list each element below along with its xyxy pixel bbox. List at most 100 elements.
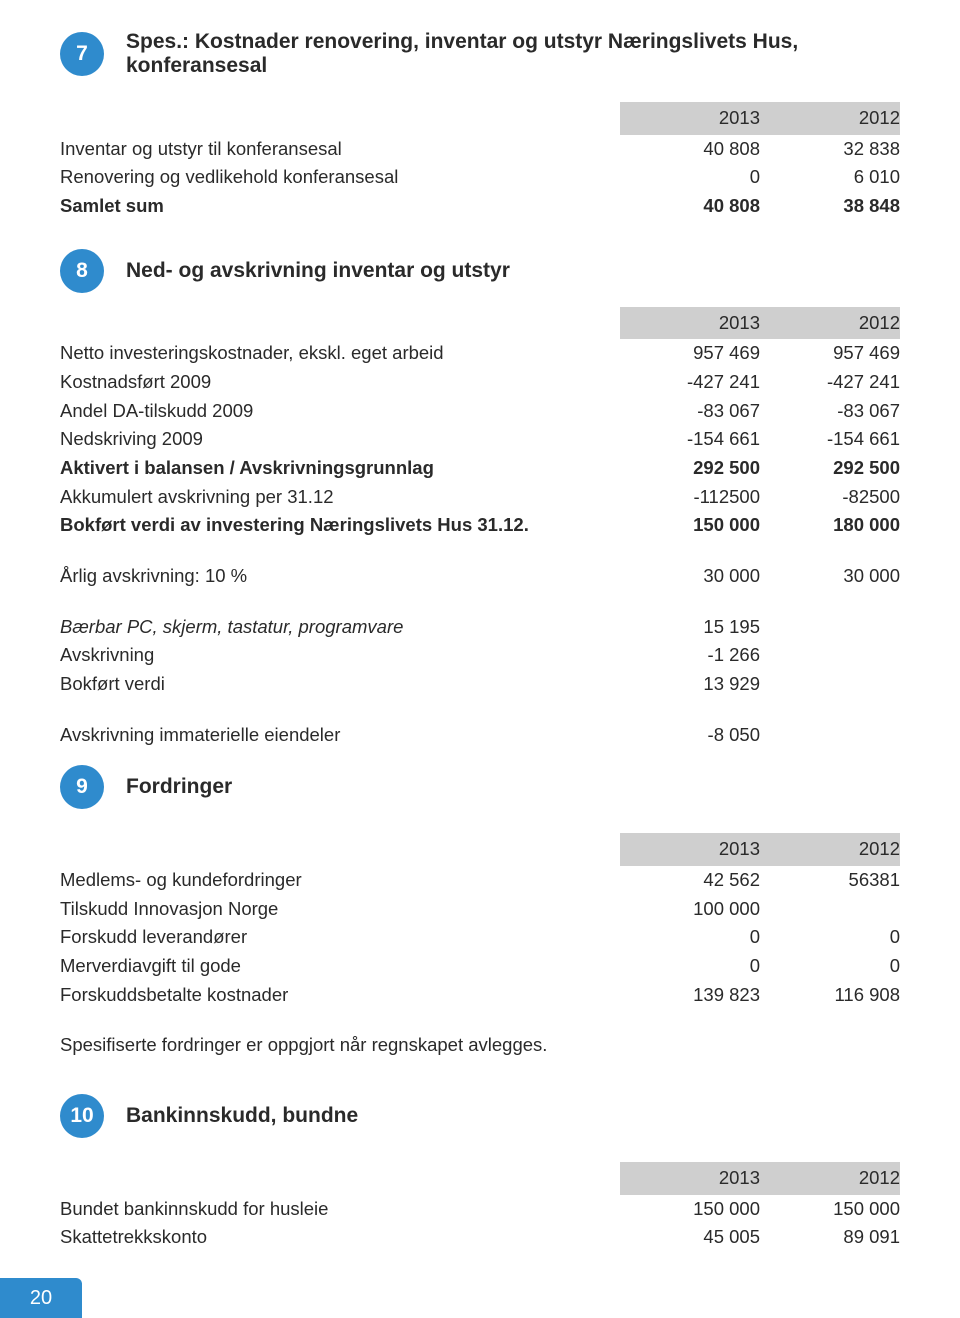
row-label: Bundet bankinnskudd for husleie bbox=[60, 1195, 620, 1224]
section-7-header: 7 Spes.: Kostnader renovering, inventar … bbox=[60, 30, 900, 78]
cell: 45 005 bbox=[620, 1223, 760, 1252]
cell: 139 823 bbox=[620, 981, 760, 1010]
cell: 0 bbox=[620, 163, 760, 192]
row-label: Skattetrekkskonto bbox=[60, 1223, 620, 1252]
cell: 116 908 bbox=[760, 981, 900, 1010]
cell: -83 067 bbox=[620, 397, 760, 426]
table-row: Andel DA-tilskudd 2009 -83 067 -83 067 bbox=[60, 397, 900, 426]
table-row: Tilskudd Innovasjon Norge 100 000 bbox=[60, 895, 900, 924]
table-row: Forskuddsbetalte kostnader 139 823 116 9… bbox=[60, 981, 900, 1010]
cell: 15 195 bbox=[620, 613, 760, 642]
row-label: Netto investeringskostnader, ekskl. eget… bbox=[60, 339, 620, 368]
table-row: Bærbar PC, skjerm, tastatur, programvare… bbox=[60, 613, 900, 642]
row-label: Årlig avskrivning: 10 % bbox=[60, 562, 620, 591]
cell: 100 000 bbox=[620, 895, 760, 924]
cell: 56381 bbox=[760, 866, 900, 895]
note-text: Spesifiserte fordringer er oppgjort når … bbox=[60, 1031, 900, 1060]
table-row: Avskrivning -1 266 bbox=[60, 641, 900, 670]
cell: -8 050 bbox=[620, 721, 760, 750]
cell: -154 661 bbox=[620, 425, 760, 454]
row-label: Medlems- og kundefordringer bbox=[60, 866, 620, 895]
cell: 30 000 bbox=[620, 562, 760, 591]
cell: -112500 bbox=[620, 483, 760, 512]
cell: 292 500 bbox=[760, 454, 900, 483]
table-row: Netto investeringskostnader, ekskl. eget… bbox=[60, 339, 900, 368]
row-label: Avskrivning bbox=[60, 641, 620, 670]
table-header-row: 2013 2012 bbox=[60, 833, 900, 866]
cell: -154 661 bbox=[760, 425, 900, 454]
cell: 38 848 bbox=[760, 192, 900, 221]
row-label: Bokført verdi av investering Næringslive… bbox=[60, 511, 620, 540]
cell: 150 000 bbox=[620, 1195, 760, 1224]
table-row: Samlet sum 40 808 38 848 bbox=[60, 192, 900, 221]
section-7-title: Spes.: Kostnader renovering, inventar og… bbox=[126, 30, 900, 78]
row-label: Renovering og vedlikehold konferansesal bbox=[60, 163, 620, 192]
badge-7: 7 bbox=[60, 32, 104, 76]
table-row: Aktivert i balansen / Avskrivningsgrunnl… bbox=[60, 454, 900, 483]
section-8-table: 2013 2012 Netto investeringskostnader, e… bbox=[60, 307, 900, 750]
section-8-title: Ned- og avskrivning inventar og utstyr bbox=[126, 259, 510, 283]
row-label: Bærbar PC, skjerm, tastatur, programvare bbox=[60, 613, 620, 642]
col-header: 2012 bbox=[760, 1162, 900, 1195]
table-row: Renovering og vedlikehold konferansesal … bbox=[60, 163, 900, 192]
table-row: Årlig avskrivning: 10 % 30 000 30 000 bbox=[60, 562, 900, 591]
row-label: Aktivert i balansen / Avskrivningsgrunnl… bbox=[60, 454, 620, 483]
section-8-header: 8 Ned- og avskrivning inventar og utstyr bbox=[60, 249, 900, 293]
table-row: Bokført verdi 13 929 bbox=[60, 670, 900, 699]
cell: -427 241 bbox=[620, 368, 760, 397]
table-row: Akkumulert avskrivning per 31.12 -112500… bbox=[60, 483, 900, 512]
row-label: Merverdiavgift til gode bbox=[60, 952, 620, 981]
cell: 89 091 bbox=[760, 1223, 900, 1252]
table-row: Merverdiavgift til gode 0 0 bbox=[60, 952, 900, 981]
cell bbox=[760, 721, 900, 750]
cell: 292 500 bbox=[620, 454, 760, 483]
section-9-title: Fordringer bbox=[126, 775, 232, 799]
section-7-table: 2013 2012 Inventar og utstyr til konfera… bbox=[60, 92, 900, 221]
cell bbox=[760, 613, 900, 642]
row-label: Andel DA-tilskudd 2009 bbox=[60, 397, 620, 426]
cell: 0 bbox=[620, 952, 760, 981]
section-9-note: Spesifiserte fordringer er oppgjort når … bbox=[60, 1031, 900, 1060]
row-label: Nedskriving 2009 bbox=[60, 425, 620, 454]
table-row: Bokført verdi av investering Næringslive… bbox=[60, 511, 900, 540]
row-label: Avskrivning immaterielle eiendeler bbox=[60, 721, 620, 750]
table-row: Medlems- og kundefordringer 42 562 56381 bbox=[60, 866, 900, 895]
row-label: Bokført verdi bbox=[60, 670, 620, 699]
cell: -1 266 bbox=[620, 641, 760, 670]
badge-10: 10 bbox=[60, 1094, 104, 1138]
row-label: Kostnadsført 2009 bbox=[60, 368, 620, 397]
section-10-table: 2013 2012 Bundet bankinnskudd for huslei… bbox=[60, 1152, 900, 1252]
cell: 0 bbox=[760, 952, 900, 981]
table-header-row: 2013 2012 bbox=[60, 102, 900, 135]
col-header: 2013 bbox=[620, 833, 760, 866]
badge-8: 8 bbox=[60, 249, 104, 293]
cell: 150 000 bbox=[620, 511, 760, 540]
section-9-header: 9 Fordringer bbox=[60, 765, 900, 809]
col-header: 2012 bbox=[760, 102, 900, 135]
table-row: Kostnadsført 2009 -427 241 -427 241 bbox=[60, 368, 900, 397]
badge-9: 9 bbox=[60, 765, 104, 809]
table-row: Nedskriving 2009 -154 661 -154 661 bbox=[60, 425, 900, 454]
cell bbox=[760, 641, 900, 670]
table-row: Bundet bankinnskudd for husleie 150 000 … bbox=[60, 1195, 900, 1224]
cell: 32 838 bbox=[760, 135, 900, 164]
cell: 957 469 bbox=[760, 339, 900, 368]
cell: -82500 bbox=[760, 483, 900, 512]
cell: 6 010 bbox=[760, 163, 900, 192]
row-label: Akkumulert avskrivning per 31.12 bbox=[60, 483, 620, 512]
page: 7 Spes.: Kostnader renovering, inventar … bbox=[0, 0, 960, 1318]
table-row: Forskudd leverandører 0 0 bbox=[60, 923, 900, 952]
section-10-title: Bankinnskudd, bundne bbox=[126, 1104, 358, 1128]
row-label: Samlet sum bbox=[60, 192, 620, 221]
row-label: Tilskudd Innovasjon Norge bbox=[60, 895, 620, 924]
cell: -427 241 bbox=[760, 368, 900, 397]
cell bbox=[760, 670, 900, 699]
col-header: 2013 bbox=[620, 307, 760, 340]
row-label: Forskuddsbetalte kostnader bbox=[60, 981, 620, 1010]
table-row: Skattetrekkskonto 45 005 89 091 bbox=[60, 1223, 900, 1252]
section-10-header: 10 Bankinnskudd, bundne bbox=[60, 1094, 900, 1138]
col-header: 2013 bbox=[620, 1162, 760, 1195]
cell: 13 929 bbox=[620, 670, 760, 699]
page-number: 20 bbox=[0, 1278, 82, 1318]
cell: 40 808 bbox=[620, 192, 760, 221]
